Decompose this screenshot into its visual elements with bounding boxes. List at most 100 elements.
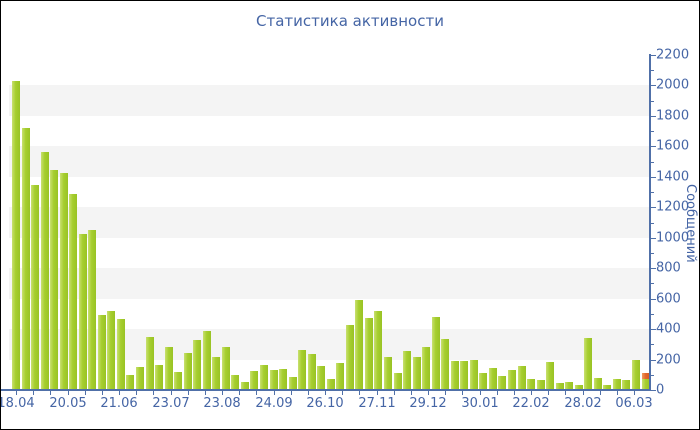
x-minor-tick bbox=[239, 391, 240, 395]
bar bbox=[460, 361, 468, 390]
x-minor-tick bbox=[617, 391, 618, 395]
y-minor-tick bbox=[651, 374, 654, 376]
x-minor-tick bbox=[153, 391, 154, 395]
bar bbox=[441, 339, 449, 390]
bar bbox=[250, 370, 258, 390]
bar bbox=[546, 361, 554, 390]
bar bbox=[212, 356, 220, 390]
bar bbox=[50, 169, 58, 390]
x-axis-label: 30.01 bbox=[461, 396, 499, 411]
y-axis-label: 1000 bbox=[656, 230, 690, 246]
y-axis-label: 2200 bbox=[656, 47, 690, 63]
bar bbox=[241, 382, 249, 390]
grid-band bbox=[9, 268, 649, 299]
y-axis-label: 600 bbox=[656, 291, 681, 307]
bar bbox=[470, 360, 478, 390]
bar bbox=[632, 360, 640, 390]
x-minor-tick bbox=[548, 391, 549, 395]
bar bbox=[584, 338, 592, 390]
x-major-tick bbox=[583, 391, 584, 395]
bar bbox=[489, 367, 497, 390]
bar bbox=[155, 364, 163, 390]
bar bbox=[413, 357, 421, 390]
x-major-tick bbox=[377, 391, 378, 395]
y-axis-label: 1800 bbox=[656, 108, 690, 124]
bar bbox=[394, 372, 402, 390]
y-minor-tick bbox=[651, 70, 654, 72]
bar bbox=[317, 366, 325, 390]
x-axis-label: 28.02 bbox=[564, 396, 602, 411]
y-major-tick bbox=[651, 55, 656, 56]
y-major-tick bbox=[651, 268, 656, 270]
bar bbox=[384, 357, 392, 390]
bar bbox=[327, 378, 335, 390]
y-major-tick bbox=[651, 329, 656, 331]
bar bbox=[451, 361, 459, 390]
bar bbox=[518, 365, 526, 390]
bar bbox=[336, 362, 344, 390]
y-axis-title: Сообщений bbox=[683, 184, 698, 263]
bar bbox=[374, 310, 382, 390]
x-major-tick bbox=[480, 391, 481, 395]
bar bbox=[279, 369, 287, 390]
y-minor-tick bbox=[651, 131, 654, 133]
x-axis-label: 27.11 bbox=[358, 396, 396, 411]
x-axis-label: 22.02 bbox=[512, 396, 550, 411]
y-minor-tick bbox=[651, 313, 654, 315]
bar bbox=[222, 347, 230, 390]
y-axis-label: 1600 bbox=[656, 138, 690, 154]
bar bbox=[479, 372, 487, 390]
bar bbox=[41, 151, 49, 390]
y-minor-tick bbox=[651, 161, 654, 163]
bar bbox=[498, 376, 506, 390]
y-major-tick bbox=[651, 298, 656, 300]
highlighted-bar-segment bbox=[642, 372, 650, 379]
y-major-tick bbox=[651, 85, 656, 87]
x-minor-tick bbox=[256, 391, 257, 395]
bar bbox=[432, 316, 440, 390]
bar bbox=[107, 310, 115, 390]
bar bbox=[289, 377, 297, 390]
bar bbox=[88, 230, 96, 390]
x-axis-label: 06.03 bbox=[615, 396, 653, 411]
x-major-tick bbox=[119, 391, 120, 395]
x-axis-label: 23.07 bbox=[152, 396, 190, 411]
y-minor-tick bbox=[651, 192, 654, 194]
bar bbox=[98, 314, 106, 390]
bar bbox=[298, 349, 306, 390]
bar bbox=[165, 347, 173, 390]
x-minor-tick bbox=[342, 391, 343, 395]
bar bbox=[231, 374, 239, 390]
x-major-tick bbox=[16, 391, 17, 395]
x-major-tick bbox=[171, 391, 172, 395]
x-minor-tick bbox=[497, 391, 498, 395]
bar bbox=[642, 378, 650, 390]
bar bbox=[365, 318, 373, 390]
bar bbox=[79, 233, 87, 390]
y-axis-label: 200 bbox=[656, 352, 681, 368]
plot-area bbox=[9, 55, 650, 390]
y-minor-tick bbox=[651, 252, 654, 254]
x-axis-label: 23.08 bbox=[203, 396, 241, 411]
x-axis-label: 20.05 bbox=[49, 396, 87, 411]
bar bbox=[422, 347, 430, 390]
bar bbox=[565, 382, 573, 390]
bar bbox=[117, 319, 125, 390]
x-minor-tick bbox=[308, 391, 309, 395]
x-major-tick bbox=[222, 391, 223, 395]
x-minor-tick bbox=[411, 391, 412, 395]
grid-band bbox=[9, 207, 649, 238]
x-minor-tick bbox=[188, 391, 189, 395]
y-axis-label: 1200 bbox=[656, 199, 690, 215]
x-axis-label: 24.09 bbox=[255, 396, 293, 411]
x-minor-tick bbox=[33, 391, 34, 395]
bar bbox=[22, 128, 30, 390]
x-minor-tick bbox=[600, 391, 601, 395]
x-axis-line bbox=[1, 389, 651, 391]
x-major-tick bbox=[428, 391, 429, 395]
y-minor-tick bbox=[651, 100, 654, 102]
bar bbox=[193, 339, 201, 390]
y-minor-tick bbox=[651, 344, 654, 346]
x-minor-tick bbox=[514, 391, 515, 395]
